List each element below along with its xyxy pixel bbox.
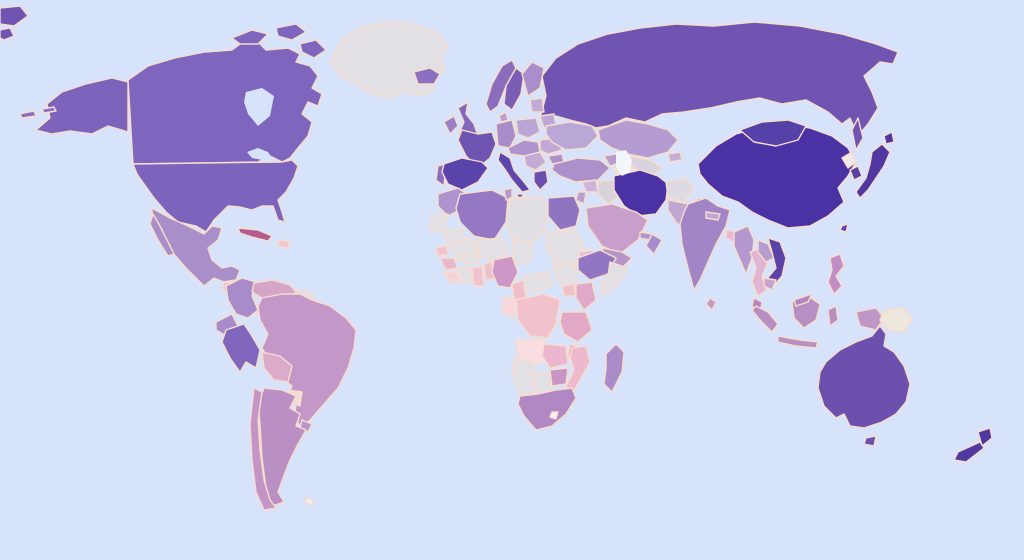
country-chile[interactable]	[249, 387, 277, 511]
country-ireland[interactable]	[443, 115, 459, 135]
aleutian-islands[interactable]	[19, 110, 37, 119]
country-finland[interactable]	[521, 61, 545, 97]
country-indonesia-sumatra[interactable]	[751, 305, 779, 333]
country-baltics[interactable]	[529, 97, 545, 113]
country-canada-arctic-island[interactable]	[275, 23, 307, 41]
country-canada-arctic-island[interactable]	[231, 29, 269, 45]
country-spain[interactable]	[441, 157, 489, 191]
country-south-korea[interactable]	[849, 165, 863, 181]
country-russia[interactable]	[539, 21, 899, 137]
countries-layer	[0, 5, 993, 511]
country-new-zealand-north[interactable]	[977, 427, 993, 447]
country-indonesia-sulawesi[interactable]	[827, 305, 839, 327]
country-japan-hokkaido[interactable]	[883, 131, 895, 145]
country-france[interactable]	[457, 129, 497, 169]
hudson-bay	[244, 88, 274, 126]
country-russia-west-fragment[interactable]	[0, 27, 15, 41]
country-lesotho[interactable]	[549, 411, 559, 420]
country-drc[interactable]	[515, 293, 561, 339]
country-myanmar[interactable]	[733, 225, 755, 275]
country-north-korea[interactable]	[841, 151, 857, 169]
country-tanzania[interactable]	[559, 311, 593, 343]
country-greece[interactable]	[533, 169, 549, 191]
country-indonesia-java[interactable]	[777, 335, 819, 349]
country-malaysia-borneo[interactable]	[793, 293, 813, 307]
country-mexico[interactable]	[151, 207, 241, 287]
country-jordan-israel[interactable]	[575, 191, 587, 205]
country-mexico-baja[interactable]	[149, 213, 175, 257]
country-germany[interactable]	[495, 119, 517, 149]
country-india[interactable]	[679, 197, 731, 291]
country-turkey[interactable]	[551, 157, 611, 183]
country-new-zealand-south[interactable]	[953, 441, 985, 463]
country-afghanistan[interactable]	[665, 177, 695, 203]
country-sri-lanka[interactable]	[705, 297, 717, 311]
country-sweden[interactable]	[503, 67, 525, 111]
lakes-layer	[244, 88, 632, 176]
country-poland[interactable]	[515, 117, 541, 139]
country-australia-tasmania[interactable]	[863, 435, 877, 447]
country-kenya[interactable]	[575, 281, 597, 311]
country-botswana[interactable]	[533, 371, 553, 395]
country-somalia[interactable]	[599, 261, 629, 297]
country-iceland[interactable]	[413, 67, 441, 85]
country-balkans[interactable]	[523, 151, 547, 171]
country-peru[interactable]	[221, 323, 261, 373]
country-egypt[interactable]	[547, 195, 581, 231]
country-libya[interactable]	[505, 195, 549, 245]
country-cambodia[interactable]	[763, 277, 777, 291]
great-lakes	[247, 148, 272, 160]
country-central-african-republic[interactable]	[523, 271, 553, 293]
country-zambia[interactable]	[541, 343, 569, 369]
country-sierra-leone-liberia[interactable]	[443, 271, 461, 283]
country-taiwan[interactable]	[839, 223, 849, 233]
country-indonesia-papua[interactable]	[855, 307, 885, 331]
country-russia-sakhalin[interactable]	[851, 117, 864, 151]
country-western-sahara[interactable]	[429, 213, 449, 233]
country-saudi-arabia[interactable]	[585, 203, 649, 255]
country-usa[interactable]	[132, 159, 299, 233]
country-niger[interactable]	[475, 237, 511, 263]
country-laos[interactable]	[757, 239, 775, 263]
country-australia[interactable]	[817, 325, 911, 429]
country-papua-new-guinea[interactable]	[879, 307, 913, 333]
country-south-sudan[interactable]	[551, 263, 579, 285]
falkland-islands[interactable]	[304, 497, 315, 506]
country-nigeria[interactable]	[491, 255, 519, 289]
country-ghana[interactable]	[471, 265, 485, 287]
country-burkina-faso[interactable]	[461, 251, 481, 265]
country-zimbabwe[interactable]	[549, 367, 569, 387]
country-kyrgyzstan-tajikistan[interactable]	[667, 151, 683, 163]
caspian-sea	[616, 150, 632, 176]
country-canada[interactable]	[127, 41, 323, 165]
country-nepal[interactable]	[705, 211, 721, 221]
country-kazakhstan[interactable]	[597, 119, 679, 159]
country-ivory-coast[interactable]	[457, 265, 473, 285]
country-chad[interactable]	[511, 239, 533, 265]
country-iran[interactable]	[613, 169, 669, 217]
country-mongolia[interactable]	[739, 119, 807, 147]
country-south-africa[interactable]	[517, 387, 577, 431]
country-congo-gabon[interactable]	[501, 295, 517, 319]
country-ukraine[interactable]	[545, 121, 599, 151]
country-italy[interactable]	[497, 151, 531, 193]
country-sudan[interactable]	[545, 229, 585, 267]
country-oman[interactable]	[645, 233, 663, 255]
country-russia-west-fragment[interactable]	[0, 5, 29, 27]
country-bolivia[interactable]	[261, 351, 293, 383]
country-denmark[interactable]	[498, 111, 509, 123]
country-philippines[interactable]	[827, 253, 845, 295]
country-cuba[interactable]	[237, 227, 273, 242]
country-japan[interactable]	[855, 143, 891, 199]
country-canada-arctic-island[interactable]	[299, 39, 327, 59]
country-madagascar[interactable]	[603, 343, 625, 393]
aleutian-islands[interactable]	[41, 106, 57, 114]
country-senegal[interactable]	[435, 245, 449, 257]
country-argentina[interactable]	[257, 387, 307, 507]
country-uganda[interactable]	[561, 283, 577, 297]
country-hispaniola[interactable]	[277, 239, 291, 249]
